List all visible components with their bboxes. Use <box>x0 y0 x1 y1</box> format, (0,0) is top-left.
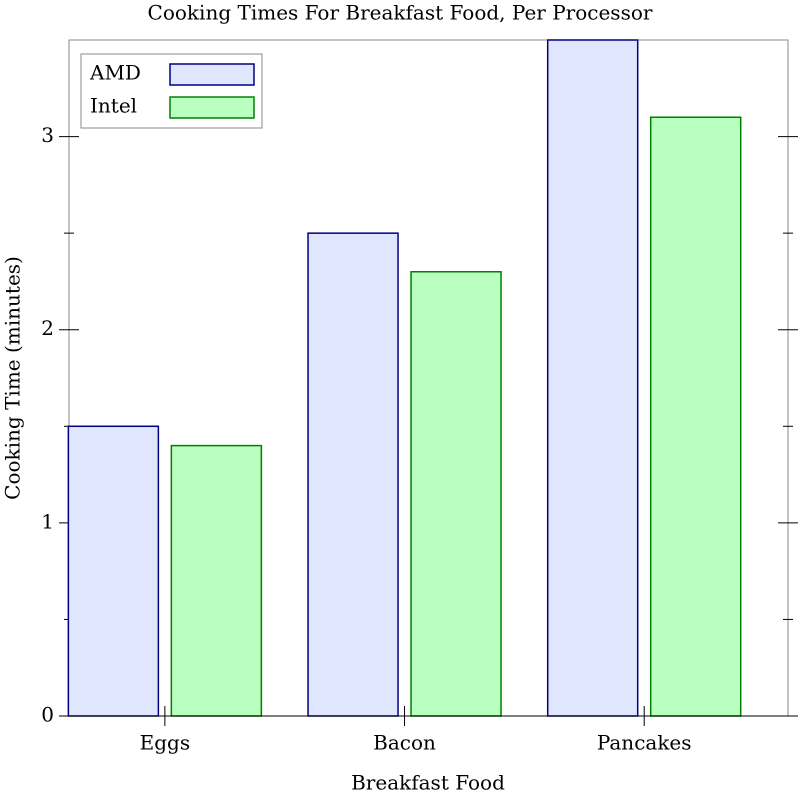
x-axis-label: Breakfast Food <box>351 771 505 795</box>
legend-label: Intel <box>90 94 137 118</box>
legend-swatch <box>169 63 255 86</box>
y-tick-label: 0 <box>41 703 54 727</box>
chart-title: Cooking Times For Breakfast Food, Per Pr… <box>148 1 653 25</box>
bar <box>170 444 263 717</box>
bar <box>649 116 742 717</box>
x-tick-label: Pancakes <box>597 731 692 755</box>
y-axis-label: Cooking Time (minutes) <box>1 256 25 500</box>
x-tick-label: Bacon <box>373 731 436 755</box>
bar <box>67 425 160 717</box>
y-tick-label: 2 <box>41 316 54 340</box>
legend-swatch <box>169 96 255 119</box>
legend-label: AMD <box>89 61 141 85</box>
x-tick-label: Eggs <box>140 731 190 755</box>
bar <box>410 271 502 717</box>
bar <box>307 232 399 717</box>
bar <box>546 39 639 717</box>
y-tick-label: 1 <box>41 509 54 533</box>
y-tick-label: 3 <box>41 123 54 147</box>
